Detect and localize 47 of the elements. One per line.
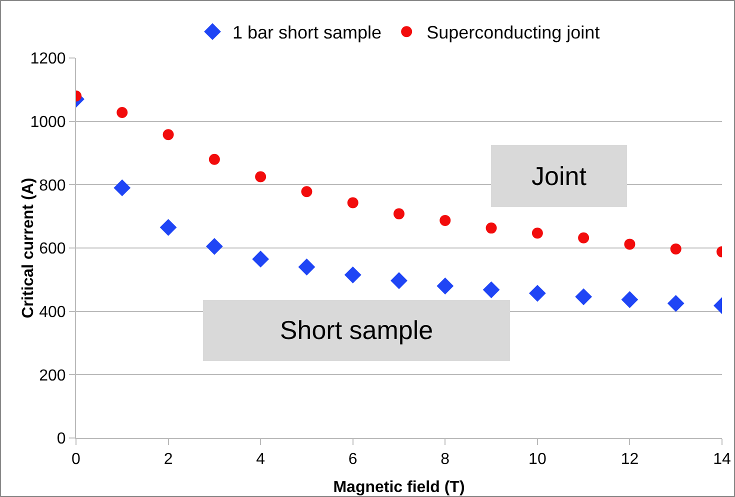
point	[298, 258, 316, 276]
point	[482, 281, 500, 298]
point	[208, 154, 220, 165]
x-tick-label: 4	[256, 451, 266, 468]
point	[394, 208, 404, 220]
y-tick-label: 0	[56, 430, 66, 448]
legend-label: Superconducting joint	[426, 22, 600, 43]
point	[436, 278, 454, 294]
point	[206, 238, 223, 255]
point	[347, 197, 358, 208]
y-tick-label: 400	[39, 304, 66, 321]
x-tick-label: 0	[72, 451, 81, 468]
point	[621, 291, 638, 308]
point	[578, 232, 590, 244]
point	[160, 218, 177, 236]
point	[575, 288, 592, 306]
y-tick-label: 800	[39, 177, 66, 194]
legend-label: 1 bar short sample	[232, 22, 382, 43]
point	[252, 250, 270, 268]
text-box: Short sample	[203, 300, 510, 361]
point	[670, 243, 682, 254]
point	[390, 272, 408, 290]
text-box: Joint	[491, 145, 627, 207]
x-tick-label: 6	[348, 451, 358, 468]
point	[532, 228, 543, 239]
point	[486, 222, 497, 234]
x-tick-label: 14	[713, 451, 731, 468]
x-tick-label: 12	[620, 451, 639, 468]
point	[624, 238, 636, 250]
point	[114, 179, 131, 196]
point	[162, 129, 174, 140]
x-tick-label: 2	[164, 451, 173, 468]
y-tick-label: 1000	[30, 114, 66, 131]
point	[528, 284, 546, 302]
y-tick-label: 200	[39, 367, 66, 384]
x-tick-label: 8	[440, 451, 450, 468]
point	[116, 106, 128, 118]
point	[301, 186, 312, 198]
point	[255, 171, 266, 182]
point	[440, 214, 451, 226]
x-tick-label: 10	[528, 451, 546, 468]
y-tick-label: 1200	[30, 50, 66, 68]
point	[344, 266, 362, 284]
y-axis-title: Critical current (A)	[20, 178, 38, 318]
point	[667, 294, 684, 312]
y-tick-label: 600	[39, 240, 66, 258]
x-axis-title: Magnetic field (T)	[333, 479, 465, 496]
